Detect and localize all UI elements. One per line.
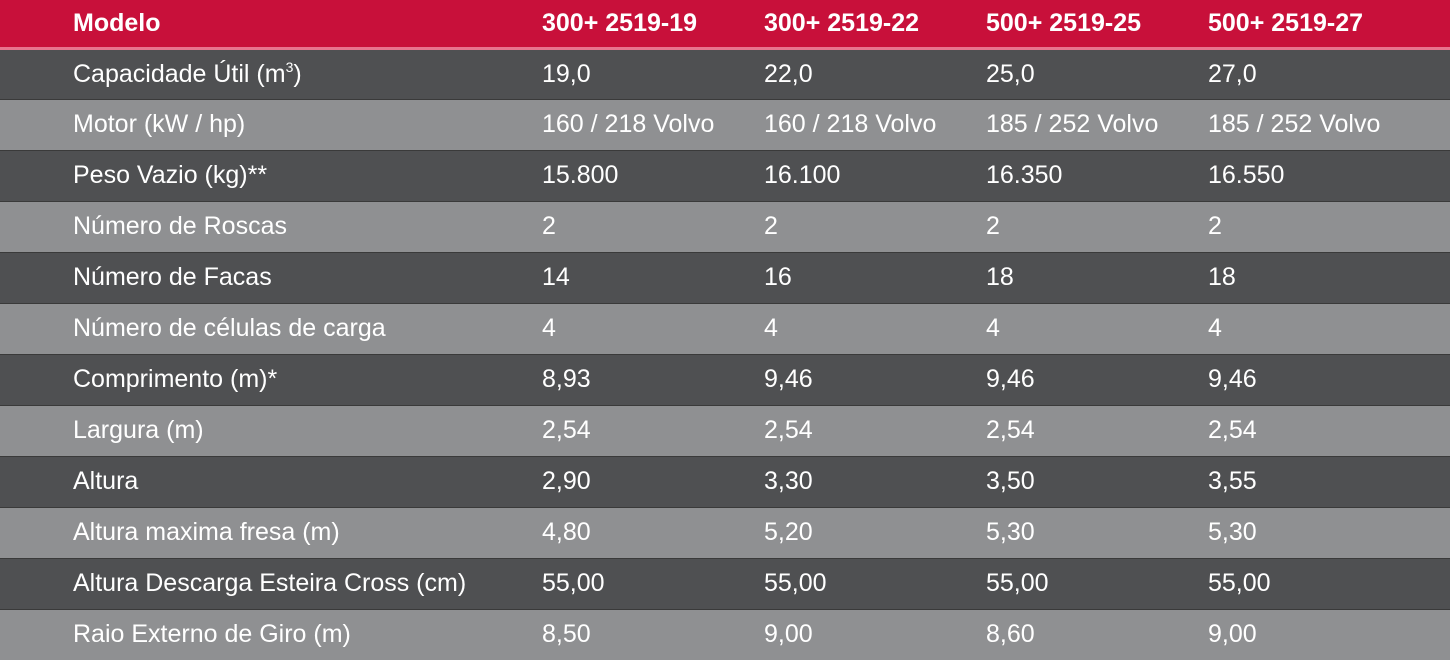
row-label: Número de Roscas [0, 200, 542, 252]
row-value: 2 [542, 200, 764, 252]
row-value: 160 / 218 Volvo [542, 98, 764, 150]
row-value: 15.800 [542, 149, 764, 201]
row-value: 9,46 [986, 353, 1208, 405]
row-value: 3,30 [764, 455, 986, 507]
row-value: 25,0 [986, 47, 1208, 99]
row-label: Largura (m) [0, 404, 542, 456]
row-value: 5,30 [1208, 506, 1450, 558]
row-value: 14 [542, 251, 764, 303]
row-value: 4 [764, 302, 986, 354]
row-value: 8,60 [986, 608, 1208, 660]
row-value: 2,54 [542, 404, 764, 456]
row-value: 55,00 [986, 557, 1208, 609]
row-value: 2,90 [542, 455, 764, 507]
table-row: Número de Roscas 2 2 2 2 [0, 200, 1450, 252]
row-value: 4 [542, 302, 764, 354]
table-row: Peso Vazio (kg)** 15.800 16.100 16.350 1… [0, 149, 1450, 201]
row-label: Altura Descarga Esteira Cross (cm) [0, 557, 542, 609]
row-value: 2 [986, 200, 1208, 252]
table-row: Altura 2,90 3,30 3,50 3,55 [0, 455, 1450, 507]
row-value: 18 [1208, 251, 1450, 303]
table-row: Motor (kW / hp) 160 / 218 Volvo 160 / 21… [0, 98, 1450, 150]
row-label: Raio Externo de Giro (m) [0, 608, 542, 660]
row-label: Número de Facas [0, 251, 542, 303]
row-value: 18 [986, 251, 1208, 303]
row-value: 2,54 [764, 404, 986, 456]
row-label: Altura [0, 455, 542, 507]
row-value: 16 [764, 251, 986, 303]
row-value: 9,00 [1208, 608, 1450, 660]
row-value: 2,54 [986, 404, 1208, 456]
table-row: Altura maxima fresa (m) 4,80 5,20 5,30 5… [0, 506, 1450, 558]
table-row: Altura Descarga Esteira Cross (cm) 55,00… [0, 557, 1450, 609]
row-value: 2 [764, 200, 986, 252]
header-model: 300+ 2519-19 [542, 0, 764, 50]
table-row: Capacidade Útil (m3) 19,0 22,0 25,0 27,0 [0, 47, 1450, 99]
row-value: 3,55 [1208, 455, 1450, 507]
row-value: 8,93 [542, 353, 764, 405]
row-value: 16.350 [986, 149, 1208, 201]
row-label-text: Capacidade Útil (m [73, 59, 286, 88]
row-value: 16.550 [1208, 149, 1450, 201]
table-header-row: Modelo 300+ 2519-19 300+ 2519-22 500+ 25… [0, 0, 1450, 50]
row-value: 9,46 [764, 353, 986, 405]
row-value: 185 / 252 Volvo [1208, 98, 1450, 150]
row-label: Altura maxima fresa (m) [0, 506, 542, 558]
row-label-suffix: ) [293, 59, 302, 88]
row-value: 9,46 [1208, 353, 1450, 405]
table-row: Raio Externo de Giro (m) 8,50 9,00 8,60 … [0, 608, 1450, 660]
row-value: 4 [986, 302, 1208, 354]
table-row: Comprimento (m)* 8,93 9,46 9,46 9,46 [0, 353, 1450, 405]
row-value: 8,50 [542, 608, 764, 660]
row-label-superscript: 3 [285, 58, 294, 75]
table-row: Número de células de carga 4 4 4 4 [0, 302, 1450, 354]
row-value: 3,50 [986, 455, 1208, 507]
row-label: Número de células de carga [0, 302, 542, 354]
row-label: Peso Vazio (kg)** [0, 149, 542, 201]
row-value: 27,0 [1208, 47, 1450, 99]
row-label: Motor (kW / hp) [0, 98, 542, 150]
row-value: 19,0 [542, 47, 764, 99]
header-label: Modelo [0, 0, 542, 50]
row-value: 2,54 [1208, 404, 1450, 456]
row-value: 22,0 [764, 47, 986, 99]
row-label: Comprimento (m)* [0, 353, 542, 405]
table-row: Número de Facas 14 16 18 18 [0, 251, 1450, 303]
row-value: 9,00 [764, 608, 986, 660]
header-model: 500+ 2519-25 [986, 0, 1208, 50]
row-value: 160 / 218 Volvo [764, 98, 986, 150]
header-model: 500+ 2519-27 [1208, 0, 1450, 50]
row-value: 4 [1208, 302, 1450, 354]
row-value: 5,20 [764, 506, 986, 558]
row-value: 2 [1208, 200, 1450, 252]
row-value: 185 / 252 Volvo [986, 98, 1208, 150]
row-value: 5,30 [986, 506, 1208, 558]
row-value: 55,00 [764, 557, 986, 609]
row-value: 55,00 [542, 557, 764, 609]
table-row: Largura (m) 2,54 2,54 2,54 2,54 [0, 404, 1450, 456]
row-label: Capacidade Útil (m3) [0, 47, 542, 99]
row-value: 16.100 [764, 149, 986, 201]
header-model: 300+ 2519-22 [764, 0, 986, 50]
row-value: 4,80 [542, 506, 764, 558]
row-value: 55,00 [1208, 557, 1450, 609]
